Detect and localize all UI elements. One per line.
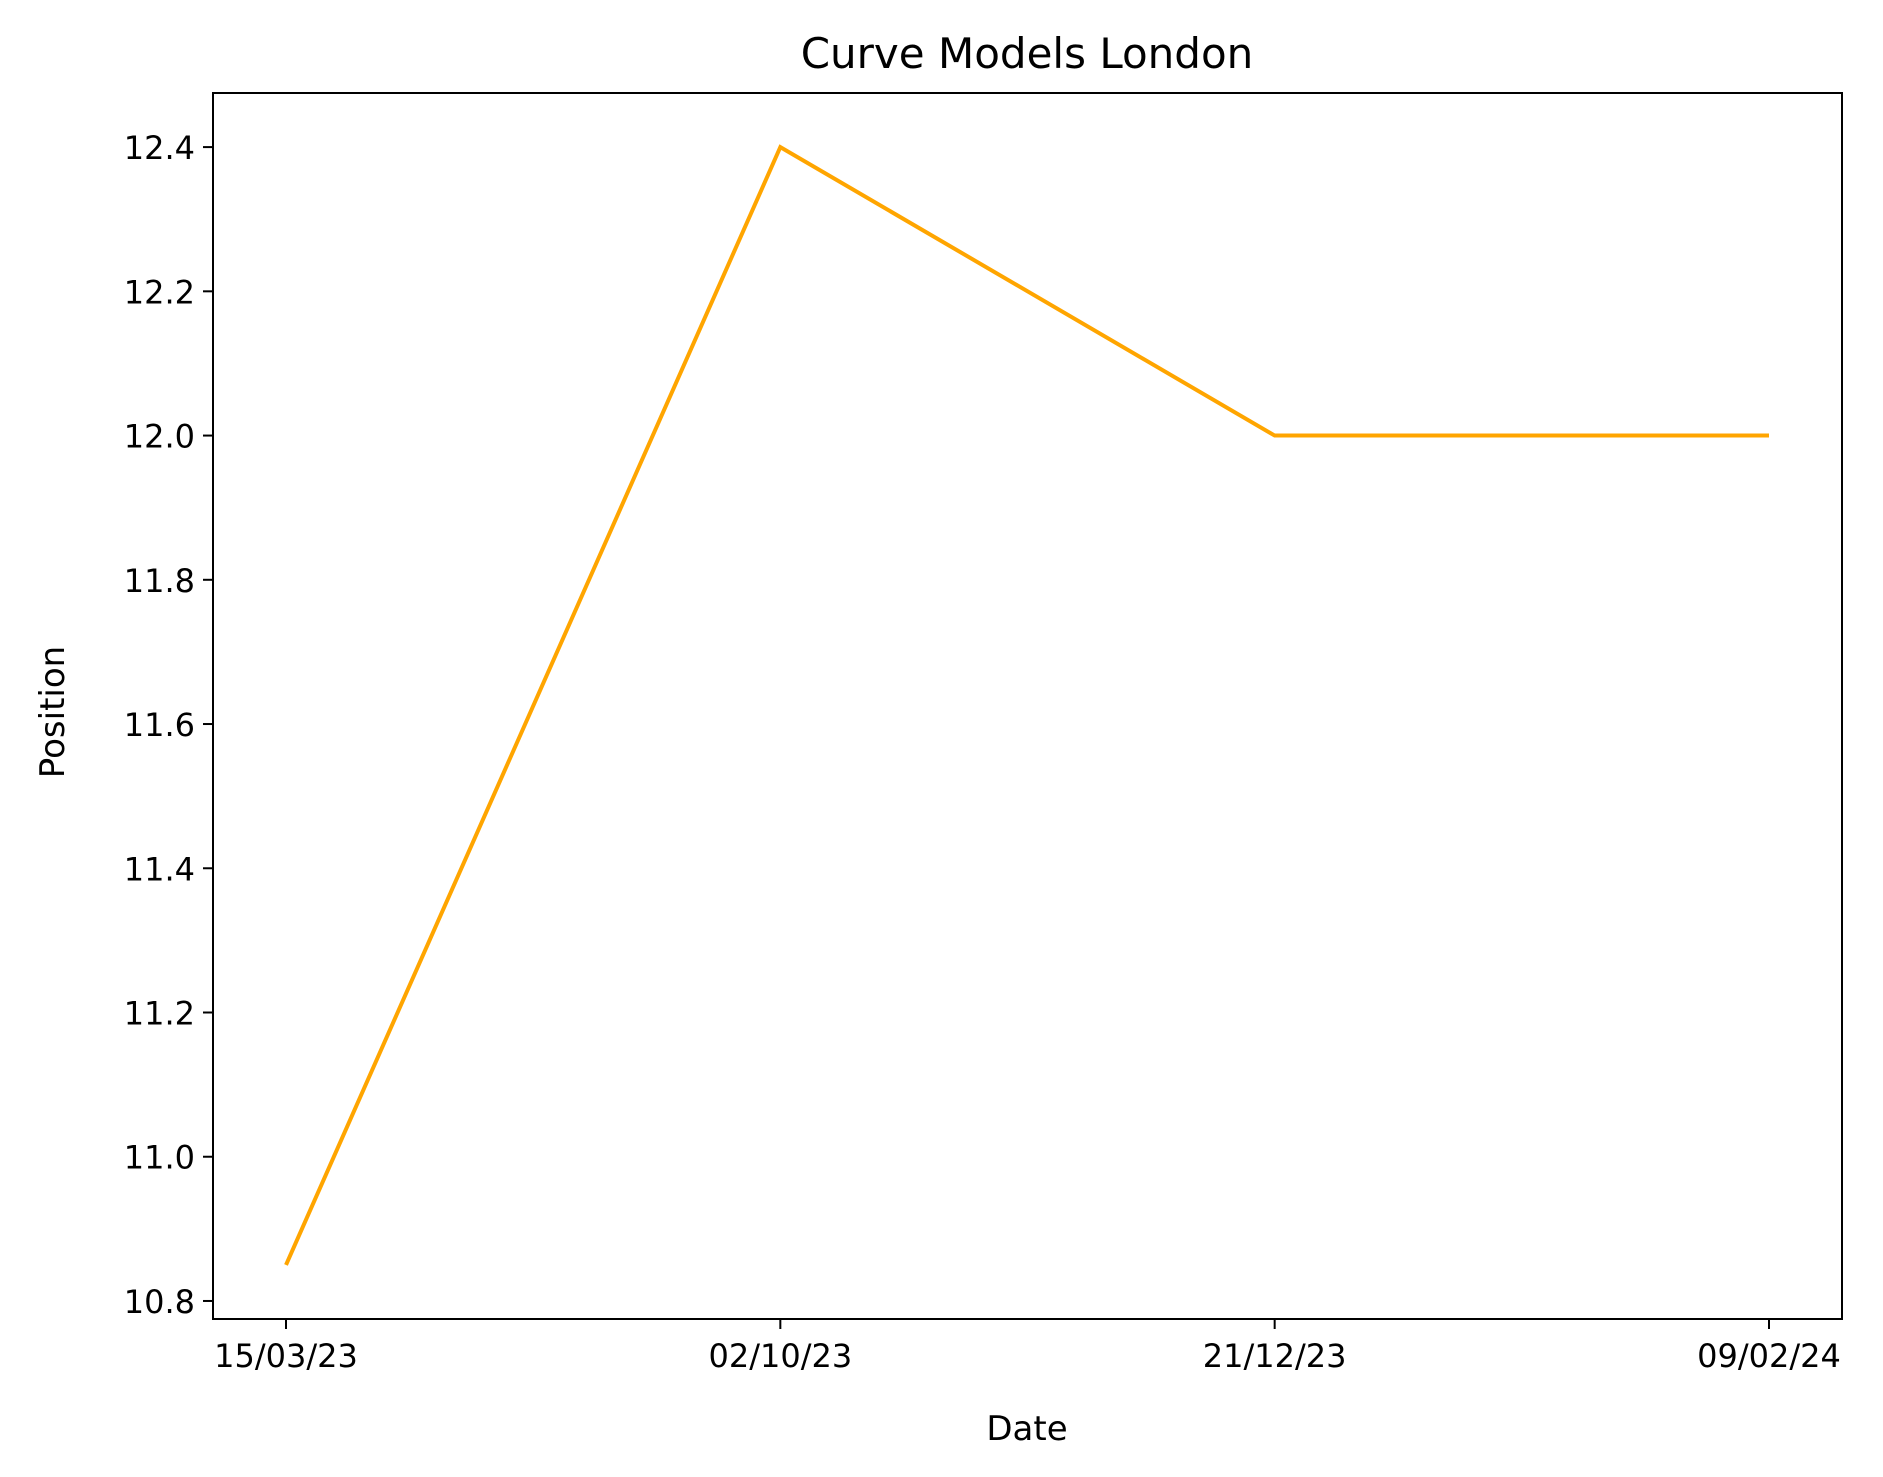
y-tick-label: 11.0 — [124, 1139, 195, 1177]
y-tick-label: 10.8 — [124, 1283, 195, 1321]
y-axis-label: Position — [33, 646, 73, 778]
x-tick-label: 09/02/24 — [1697, 1337, 1841, 1375]
axes-frame — [212, 92, 1843, 1320]
y-tick-label: 11.2 — [124, 995, 195, 1033]
y-tick-label: 11.6 — [124, 706, 195, 744]
y-tick-label: 11.8 — [124, 562, 195, 600]
chart-title: Curve Models London — [801, 29, 1254, 78]
y-tick-label: 12.0 — [124, 418, 195, 456]
x-axis-label: Date — [986, 1409, 1067, 1449]
y-tick-label: 12.4 — [124, 129, 195, 167]
y-tick-label: 12.2 — [124, 273, 195, 311]
x-tick-label: 15/03/23 — [214, 1337, 358, 1375]
y-tick-label: 11.4 — [124, 850, 195, 888]
plot-area: 10.8 11.0 11.2 11.4 11.6 11.8 12.0 12.2 12.4 15/0… — [124, 92, 1843, 1375]
series-line — [284, 144, 1769, 1266]
x-tick-label: 21/12/23 — [1203, 1337, 1347, 1375]
x-tick-label: 02/10/23 — [708, 1337, 852, 1375]
